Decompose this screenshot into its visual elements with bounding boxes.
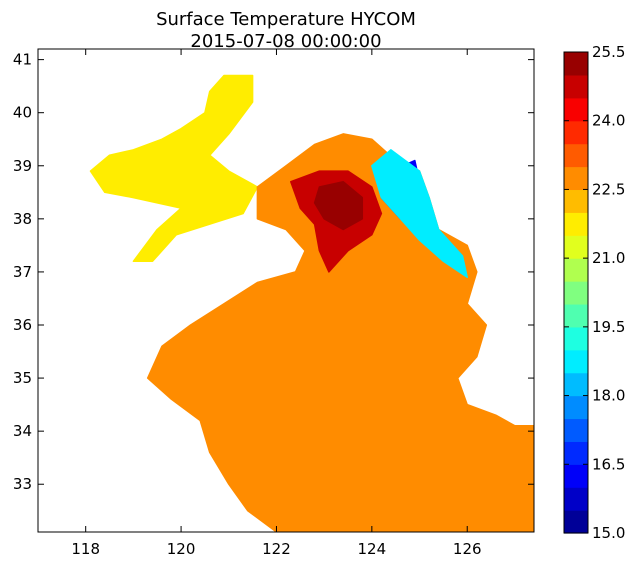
chart-title-line2: 2015-07-08 00:00:00 xyxy=(190,31,381,52)
colorbar-band xyxy=(564,143,588,168)
colorbar-bands xyxy=(564,52,588,534)
colorbar-band xyxy=(564,418,588,442)
y-tick-label: 41 xyxy=(13,51,32,69)
y-tick-label: 35 xyxy=(13,369,32,387)
colorbar-band xyxy=(564,303,588,328)
colorbar-tick-label: 21.0 xyxy=(592,249,625,267)
y-tick-label: 37 xyxy=(13,263,32,281)
colorbar-band xyxy=(564,97,588,122)
colorbar-band xyxy=(564,166,588,191)
y-axis: 33 34 35 36 37 38 39 40 41 xyxy=(13,51,534,493)
temperature-field xyxy=(89,74,534,532)
y-tick-label: 40 xyxy=(13,104,32,122)
x-axis: 118 120 122 124 126 xyxy=(71,49,482,558)
x-tick-label: 124 xyxy=(358,540,387,558)
y-tick-label: 36 xyxy=(13,316,32,334)
colorbar-tick-label: 24.0 xyxy=(592,112,625,130)
colorbar-band xyxy=(564,52,588,76)
colorbar: 15.0 16.5 18.0 19.5 21.0 22.5 24.0 25.5 xyxy=(563,43,625,542)
x-tick-label: 126 xyxy=(453,540,482,558)
colorbar-tick-label: 18.0 xyxy=(592,387,625,405)
colorbar-band xyxy=(564,510,588,534)
colorbar-tick-label: 22.5 xyxy=(592,180,625,198)
region-bohai-bay-west xyxy=(89,74,259,263)
colorbar-band xyxy=(564,464,588,488)
plot-frame xyxy=(37,48,535,533)
colorbar-band xyxy=(564,235,588,259)
colorbar-frame xyxy=(563,51,589,534)
x-tick-label: 120 xyxy=(167,540,196,558)
colorbar-band xyxy=(564,487,588,511)
y-tick-label: 38 xyxy=(13,210,32,228)
colorbar-band xyxy=(564,212,588,236)
colorbar-ticks: 15.0 16.5 18.0 19.5 21.0 22.5 24.0 25.5 xyxy=(564,43,625,542)
colorbar-band xyxy=(564,395,588,420)
plot-area: 118 120 122 124 126 33 34 35 36 37 38 39 40 41 xyxy=(13,48,535,558)
colorbar-tick-label: 16.5 xyxy=(592,455,625,473)
colorbar-band xyxy=(564,372,588,397)
colorbar-band xyxy=(564,281,588,305)
colorbar-band xyxy=(564,74,588,99)
region-hot-spot xyxy=(313,180,364,231)
x-tick-label: 118 xyxy=(71,540,100,558)
y-tick-label: 39 xyxy=(13,157,32,175)
y-tick-label: 33 xyxy=(13,475,32,493)
colorbar-tick-label: 15.0 xyxy=(592,524,625,542)
chart-title-line1: Surface Temperature HYCOM xyxy=(156,9,416,30)
colorbar-band xyxy=(564,441,588,465)
x-tick-label: 122 xyxy=(262,540,291,558)
y-tick-label: 34 xyxy=(13,422,32,440)
region-korean-coast-cool xyxy=(371,149,468,278)
colorbar-tick-label: 25.5 xyxy=(592,43,625,61)
colorbar-band xyxy=(564,120,588,145)
colorbar-band xyxy=(564,189,588,213)
colorbar-band xyxy=(564,258,588,282)
colorbar-band xyxy=(564,326,588,351)
colorbar-tick-label: 19.5 xyxy=(592,318,625,336)
colorbar-band xyxy=(564,349,588,374)
